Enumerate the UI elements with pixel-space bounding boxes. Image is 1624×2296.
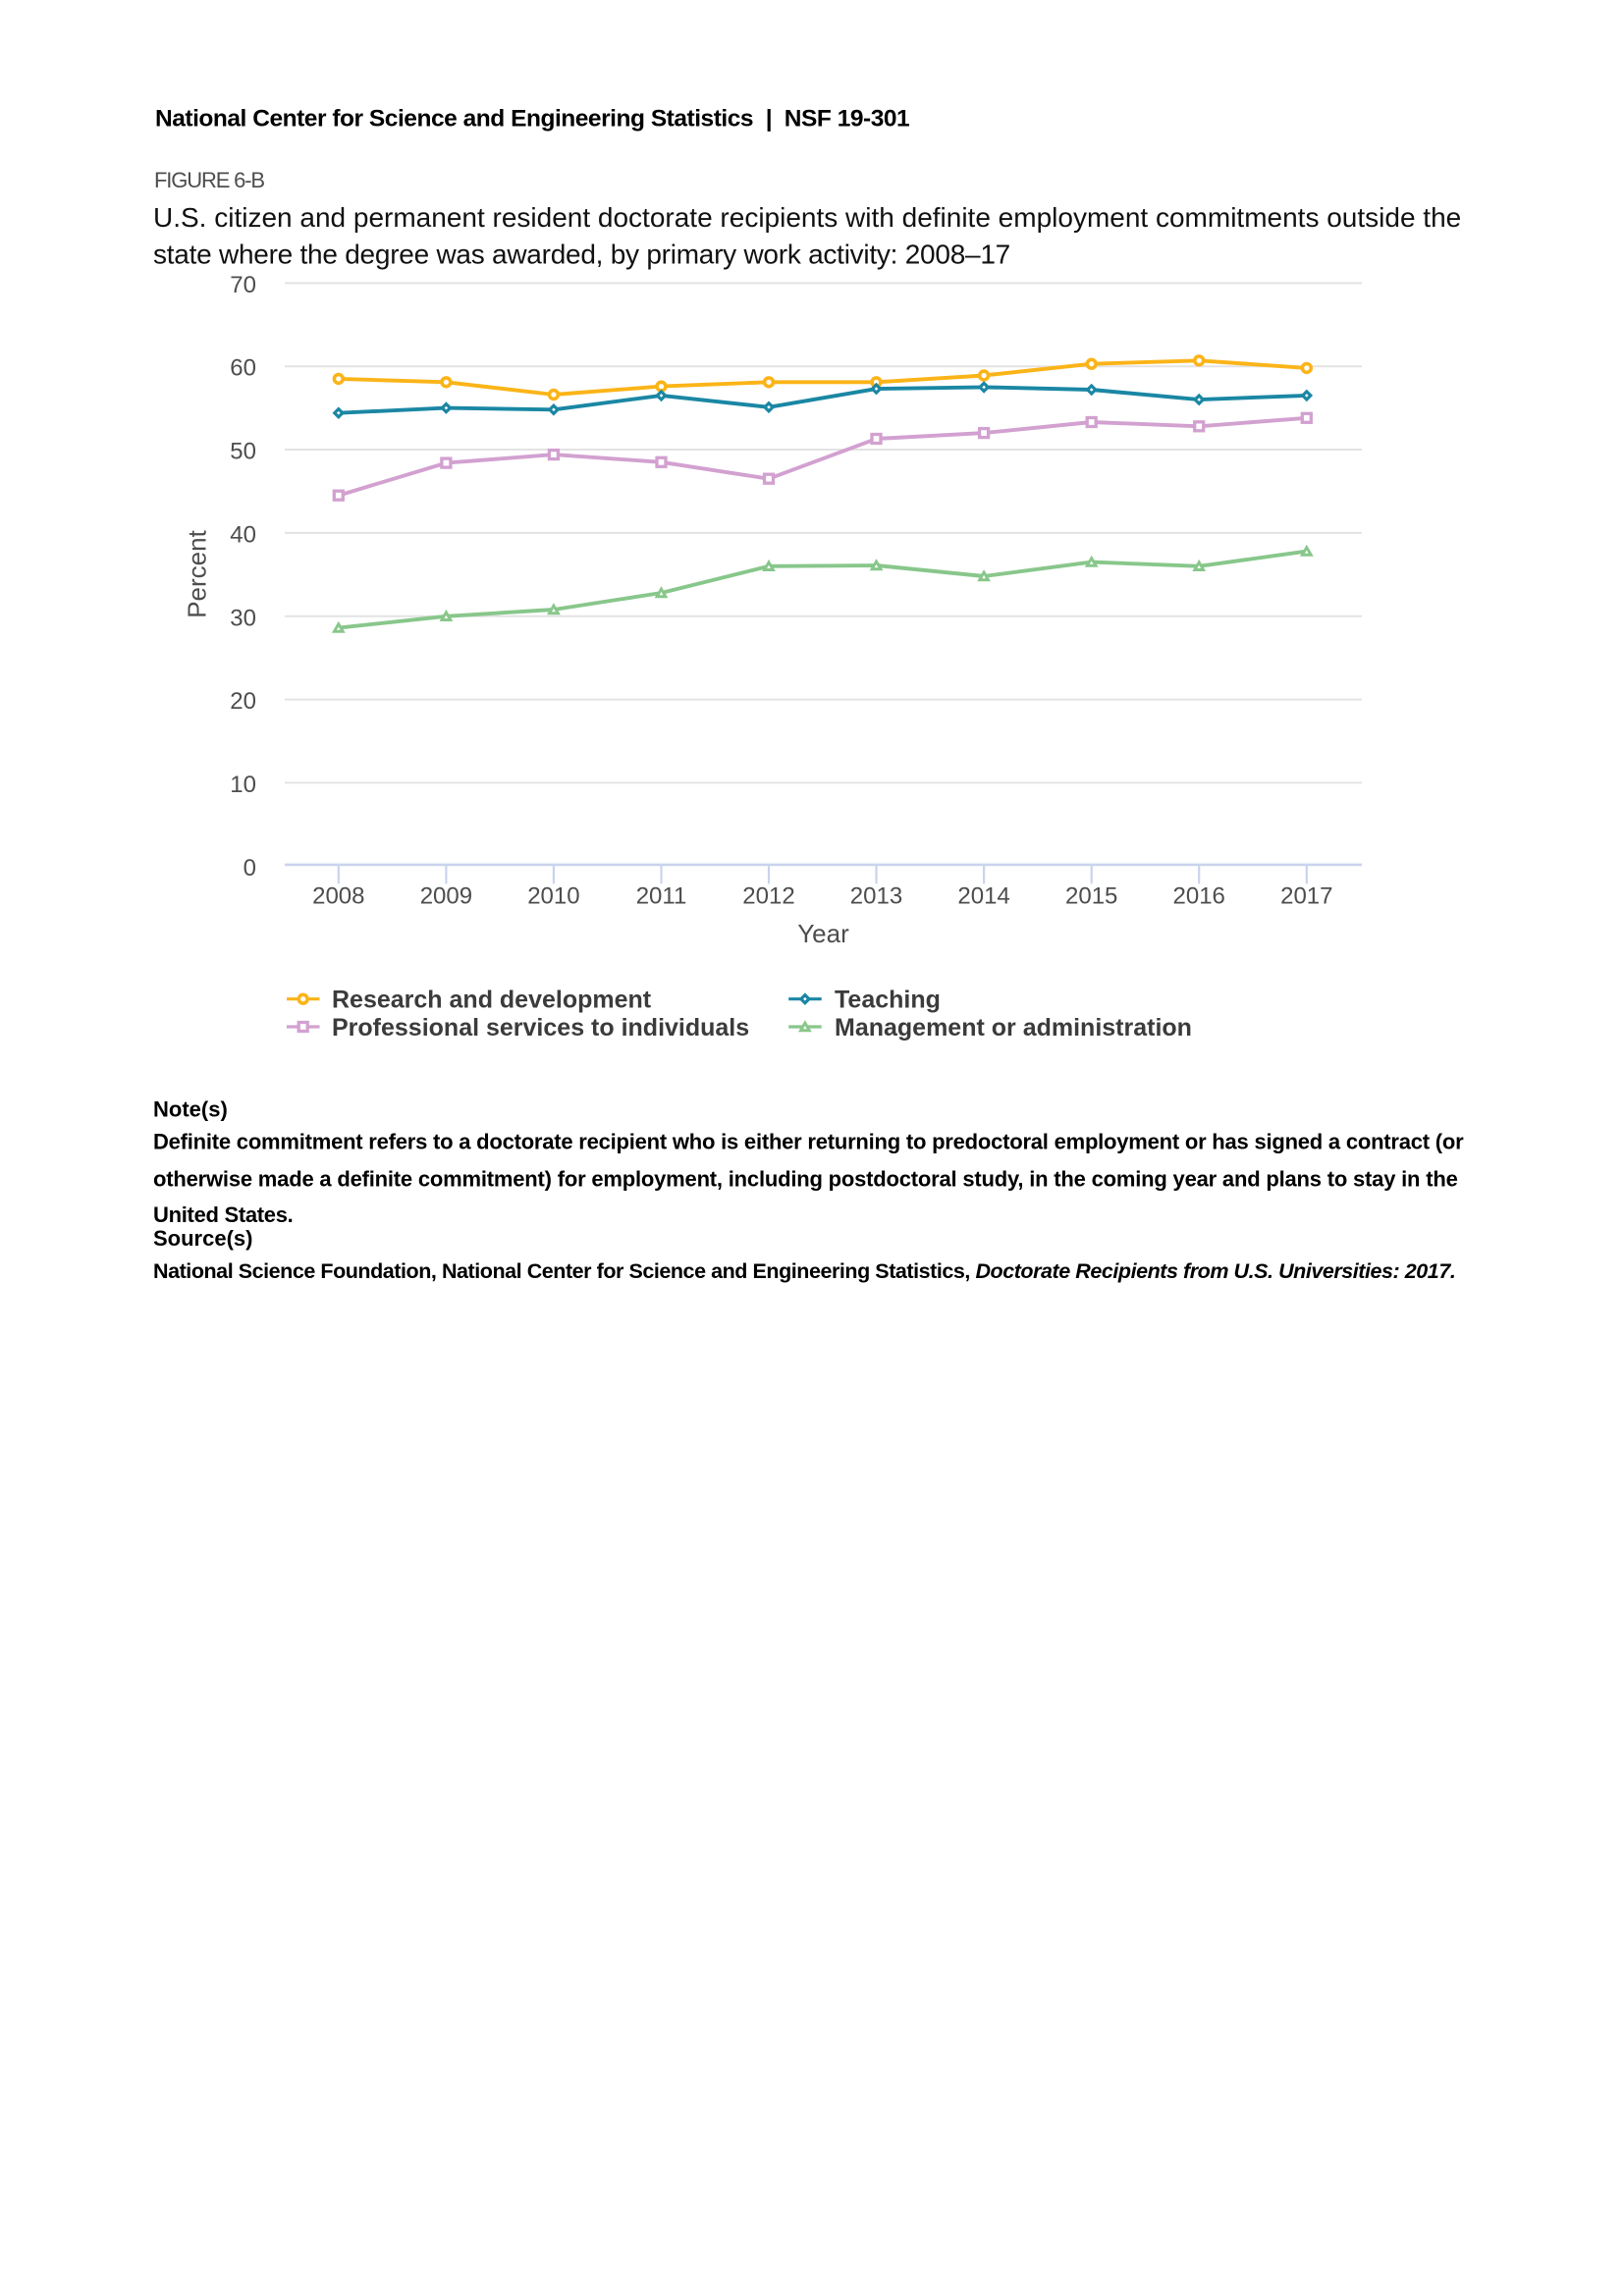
svg-text:Research and development: Research and development [332, 987, 652, 1014]
svg-text:state where the degree was awa: state where the degree was awarded, by p… [153, 239, 1010, 269]
svg-text:FIGURE 6-B: FIGURE 6-B [154, 168, 264, 192]
svg-text:2010: 2010 [527, 882, 579, 909]
svg-text:National Science Foundation, N: National Science Foundation, National Ce… [153, 1259, 1455, 1283]
svg-text:Professional services to indiv: Professional services to individuals [332, 1014, 749, 1041]
svg-text:Teaching: Teaching [835, 987, 941, 1014]
svg-text:10: 10 [230, 772, 256, 798]
svg-text:20: 20 [230, 688, 256, 715]
svg-text:Year: Year [797, 919, 849, 948]
svg-text:United States.: United States. [153, 1202, 294, 1227]
svg-text:2013: 2013 [850, 882, 902, 909]
svg-text:2015: 2015 [1065, 882, 1117, 909]
svg-text:Note(s): Note(s) [153, 1097, 228, 1122]
svg-text:2016: 2016 [1173, 882, 1225, 909]
svg-text:60: 60 [230, 355, 256, 382]
svg-text:Percent: Percent [183, 529, 212, 617]
svg-text:Definite commitment refers to: Definite commitment refers to a doctorat… [153, 1130, 1464, 1154]
svg-text:Management or administration: Management or administration [835, 1014, 1192, 1041]
svg-text:otherwise made a definite comm: otherwise made a definite commitment) fo… [153, 1166, 1458, 1191]
svg-text:National Center for Science an: National Center for Science and Engineer… [155, 106, 909, 133]
svg-text:2017: 2017 [1280, 882, 1332, 909]
svg-text:70: 70 [230, 272, 256, 298]
svg-text:U.S. citizen and permanent res: U.S. citizen and permanent resident doct… [153, 202, 1461, 233]
svg-text:2011: 2011 [636, 882, 687, 909]
svg-text:50: 50 [230, 439, 256, 465]
svg-text:0: 0 [244, 855, 256, 881]
svg-text:2014: 2014 [957, 882, 1009, 909]
svg-text:Source(s): Source(s) [153, 1226, 252, 1251]
svg-text:2012: 2012 [742, 882, 794, 909]
svg-text:2009: 2009 [420, 882, 472, 909]
svg-text:2008: 2008 [312, 882, 364, 909]
svg-text:30: 30 [230, 605, 256, 631]
svg-text:40: 40 [230, 521, 256, 548]
